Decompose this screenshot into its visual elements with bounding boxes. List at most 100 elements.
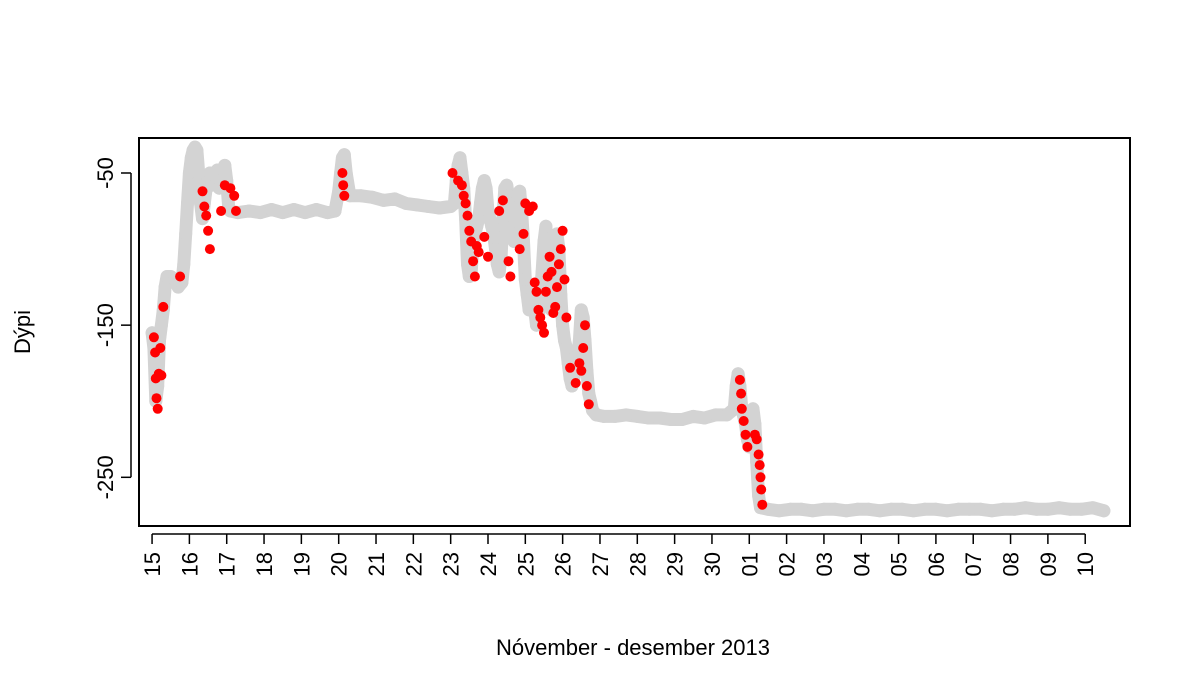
track-point (253, 206, 267, 220)
track-point (354, 189, 368, 203)
track-point (985, 504, 999, 518)
y-tick-label: -150 (93, 303, 118, 347)
track-point (276, 206, 290, 220)
x-tick-label: 26 (551, 552, 576, 576)
data-point (531, 286, 542, 297)
x-tick-label: 01 (737, 552, 762, 576)
track-point (817, 502, 831, 516)
track-point (828, 502, 842, 516)
data-point (503, 256, 514, 267)
data-point (151, 393, 162, 404)
data-point (229, 190, 240, 201)
x-tick-label: 30 (700, 552, 725, 576)
data-point (529, 277, 540, 288)
data-point (338, 180, 349, 191)
data-point (483, 251, 493, 262)
track-point (287, 203, 301, 216)
data-point (580, 320, 590, 331)
data-point (544, 251, 555, 262)
track-point (974, 502, 988, 516)
track-point (265, 203, 278, 216)
track-point (783, 502, 797, 516)
track-point (895, 502, 909, 516)
data-point (581, 381, 592, 391)
x-tick-label: 20 (327, 552, 352, 576)
x-tick-label: 03 (812, 552, 837, 576)
track-point (242, 204, 256, 218)
x-tick-label: 05 (887, 552, 912, 576)
track-point (1052, 501, 1066, 515)
data-point (550, 301, 561, 312)
data-point (533, 304, 544, 315)
data-point (753, 449, 764, 460)
data-point (473, 247, 484, 258)
track-point (597, 409, 611, 423)
x-axis: 15 16 17 18 19 20 21 22 23 24 25 26 27 28 29 30 01 02 03 04… (140, 533, 1098, 576)
track-point (154, 318, 168, 332)
track-point (487, 227, 501, 241)
track-point (1019, 501, 1032, 515)
x-tick-label: 23 (439, 552, 464, 576)
track-point (337, 148, 351, 162)
track-point (951, 502, 965, 516)
data-point (742, 441, 753, 452)
track-point (1007, 502, 1021, 516)
data-point (231, 206, 241, 216)
track-point (479, 181, 493, 195)
data-point (456, 180, 467, 191)
track-point (500, 178, 514, 192)
track-point (608, 409, 622, 423)
x-tick-label: 29 (663, 552, 688, 576)
track-point (709, 408, 723, 422)
data-point (736, 403, 747, 414)
x-tick-label: 28 (625, 552, 650, 576)
x-tick-label: 07 (961, 552, 986, 576)
data-point (754, 460, 765, 471)
data-point (152, 403, 163, 414)
data-point (559, 274, 570, 285)
track-point (675, 413, 689, 426)
track-point (1075, 502, 1088, 516)
data-point (197, 186, 208, 197)
track-point (963, 502, 976, 516)
track-point (399, 196, 413, 210)
x-tick-label: 17 (215, 552, 240, 576)
data-point (751, 434, 762, 445)
data-point (337, 168, 348, 178)
data-point (553, 259, 564, 270)
track-point (447, 196, 461, 210)
track-point (873, 504, 887, 518)
data-point (557, 225, 568, 236)
data-point (199, 201, 210, 212)
data-point (155, 343, 166, 353)
data-point (757, 499, 768, 510)
x-tick-label: 24 (476, 552, 501, 576)
data-point (527, 201, 538, 212)
x-tick-label: 09 (1036, 552, 1061, 576)
x-tick-label: 18 (252, 552, 277, 576)
data-point (570, 378, 581, 388)
track-point (539, 219, 553, 233)
data-point (740, 429, 751, 440)
data-point (537, 320, 548, 331)
track-point (619, 408, 633, 422)
data-point (738, 416, 749, 426)
point-series (148, 168, 768, 510)
track-point (328, 204, 342, 218)
track-point (298, 206, 312, 220)
data-point (576, 365, 587, 376)
x-tick-label: 27 (588, 552, 613, 576)
x-tick-label: 19 (289, 552, 314, 576)
data-point (156, 370, 167, 381)
data-point (464, 225, 475, 236)
y-tick-label: -250 (93, 455, 118, 499)
track-point (365, 190, 379, 204)
track-point (218, 158, 232, 172)
data-point (497, 195, 508, 206)
data-point (339, 190, 350, 201)
track-point (1030, 502, 1044, 516)
track-point (630, 409, 644, 423)
data-point (555, 244, 566, 255)
track-point (907, 504, 920, 518)
